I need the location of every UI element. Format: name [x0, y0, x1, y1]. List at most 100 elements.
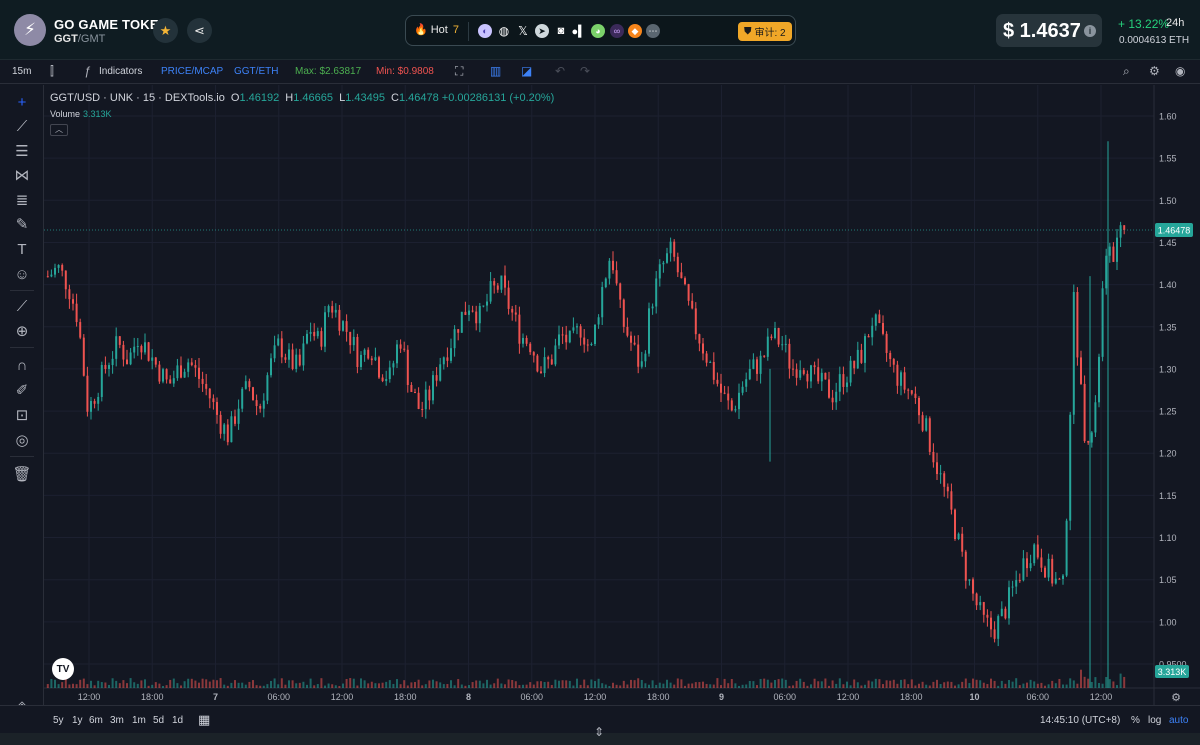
x-twitter-icon[interactable]: 𝕏 — [518, 24, 528, 38]
volume-bar — [64, 678, 67, 688]
x-tick-label: 18:00 — [394, 692, 417, 702]
volume-bar — [1069, 678, 1072, 688]
ruler-icon[interactable]: ⟋ — [16, 298, 28, 315]
candle-type-icon[interactable]: ⫿ — [50, 64, 54, 78]
candle-body — [932, 451, 935, 463]
chart-line-icon[interactable]: ◪ — [521, 64, 533, 78]
brush-icon[interactable]: ✎ — [15, 216, 29, 233]
percent-toggle[interactable]: % — [1131, 715, 1140, 726]
hot-rank[interactable]: 🔥 Hot 7 — [414, 24, 459, 36]
blockchain-icon[interactable]: ∞ — [610, 24, 624, 38]
horizontal-lines-icon[interactable]: ☰ — [15, 143, 29, 160]
candle-body — [604, 278, 607, 288]
volume-bar — [273, 678, 276, 688]
settings-gear-icon[interactable]: ⚙ — [1149, 64, 1160, 78]
coingecko-icon[interactable]: ◕ — [591, 24, 605, 38]
volume-bar — [842, 684, 845, 688]
text-icon[interactable]: T — [17, 241, 27, 258]
pattern-icon[interactable]: ⋈ — [14, 167, 30, 184]
timezone-clock[interactable]: 14:45:10 (UTC+8) — [1040, 715, 1121, 726]
favorite-star-button[interactable]: ★ — [153, 18, 178, 43]
candle-body — [752, 359, 755, 369]
volume-bar — [669, 682, 672, 688]
price-mcap-toggle[interactable]: PRICE/MCAP — [161, 66, 224, 77]
chart-bars-icon[interactable]: ▥ — [490, 64, 502, 78]
volume-bar — [262, 685, 265, 688]
candle-body — [532, 352, 535, 356]
trend-line-icon[interactable]: ⟋ — [16, 118, 28, 135]
volume-bar — [342, 683, 344, 688]
candle-body — [828, 379, 830, 398]
candle-body — [525, 337, 528, 344]
volume-bar — [1015, 678, 1018, 688]
more-links-icon[interactable]: ⋯ — [646, 24, 660, 38]
interval-selector[interactable]: 15m — [12, 66, 32, 77]
emoji-icon[interactable]: ☺ — [14, 266, 30, 283]
magnet-icon[interactable]: ∩ — [16, 357, 28, 374]
candle-body — [284, 357, 287, 360]
volume-bar — [954, 685, 956, 688]
undo-icon[interactable]: ↶ — [555, 64, 566, 78]
volume-bar — [194, 680, 197, 688]
price-chart[interactable]: 1.60 1.55 1.50 1.45 1.40 1.35 1.30 1.25 1.20 1.15… — [0, 0, 1200, 705]
candle-body — [331, 306, 334, 313]
volume-bar — [640, 679, 643, 688]
volume-bar — [594, 681, 596, 688]
candle-body — [385, 379, 388, 382]
fib-levels-icon[interactable]: ≣ — [15, 192, 29, 209]
candle-body — [698, 334, 701, 344]
trash-icon[interactable]: 🗑 — [12, 466, 32, 483]
range-1d[interactable]: 1d — [172, 715, 184, 726]
log-toggle[interactable]: log — [1148, 715, 1162, 726]
zoom-in-icon[interactable]: ⊕ — [15, 323, 29, 340]
auto-scale-toggle[interactable]: auto — [1169, 715, 1189, 726]
indicators-button[interactable]: Indicators — [99, 66, 143, 77]
range-5d[interactable]: 5d — [153, 715, 165, 726]
crosshair-icon[interactable]: + — [17, 94, 27, 111]
medium-icon[interactable]: ●▍ — [571, 25, 587, 38]
volume-bar — [234, 680, 236, 688]
dextools-icon[interactable]: ◐ — [478, 24, 492, 38]
info-icon[interactable]: i — [1084, 25, 1096, 37]
fullscreen-icon[interactable]: ⛶ — [455, 64, 464, 78]
indicators-fx-icon[interactable]: ƒ — [84, 64, 91, 78]
resize-handle-icon[interactable]: ⇕ — [594, 725, 605, 739]
volume-bar — [378, 683, 380, 688]
candle-body — [748, 368, 751, 380]
discord-icon[interactable]: ◙ — [557, 25, 565, 37]
volume-bar — [93, 685, 96, 688]
metamask-fox-icon[interactable]: ◆ — [628, 24, 642, 38]
candle-body — [432, 375, 434, 401]
camera-snapshot-icon[interactable]: ◉ — [1175, 64, 1186, 78]
eye-visibility-icon[interactable]: ◎ — [15, 432, 29, 449]
lock-drawing-icon[interactable]: ✐ — [15, 382, 29, 399]
candle-body — [270, 358, 272, 376]
candle-body — [1015, 580, 1018, 587]
volume-bar — [187, 678, 190, 688]
ggt-eth-toggle[interactable]: GGT/ETH — [234, 66, 279, 77]
candle-body — [910, 390, 913, 394]
lock-icon[interactable]: ⊡ — [15, 407, 29, 424]
telegram-icon[interactable]: ➤ — [535, 24, 549, 38]
volume-bar — [331, 684, 334, 688]
candle-body — [410, 384, 413, 393]
collapse-legend-button[interactable]: ︿ — [50, 124, 68, 136]
search-zoom-icon[interactable]: ⌕ — [1123, 64, 1130, 78]
range-5y[interactable]: 5y — [53, 715, 64, 726]
range-1m[interactable]: 1m — [132, 715, 146, 726]
redo-icon[interactable]: ↷ — [580, 64, 591, 78]
volume-bar — [698, 682, 701, 688]
share-button[interactable]: ⋖ — [187, 18, 212, 43]
range-6m[interactable]: 6m — [89, 715, 103, 726]
audit-badge[interactable]: ⛊ 审计: 2 — [738, 22, 792, 41]
range-3m[interactable]: 3m — [110, 715, 124, 726]
volume-bar — [734, 683, 737, 688]
volume-bar — [511, 679, 514, 688]
candle-body — [914, 393, 917, 398]
tradingview-logo-icon[interactable]: TV — [52, 658, 74, 680]
calendar-goto-icon[interactable]: ▦ — [198, 712, 211, 727]
candle-body — [1018, 580, 1021, 582]
range-1y[interactable]: 1y — [72, 715, 83, 726]
candle-body — [212, 398, 215, 403]
website-globe-icon[interactable]: ◍ — [498, 24, 510, 38]
